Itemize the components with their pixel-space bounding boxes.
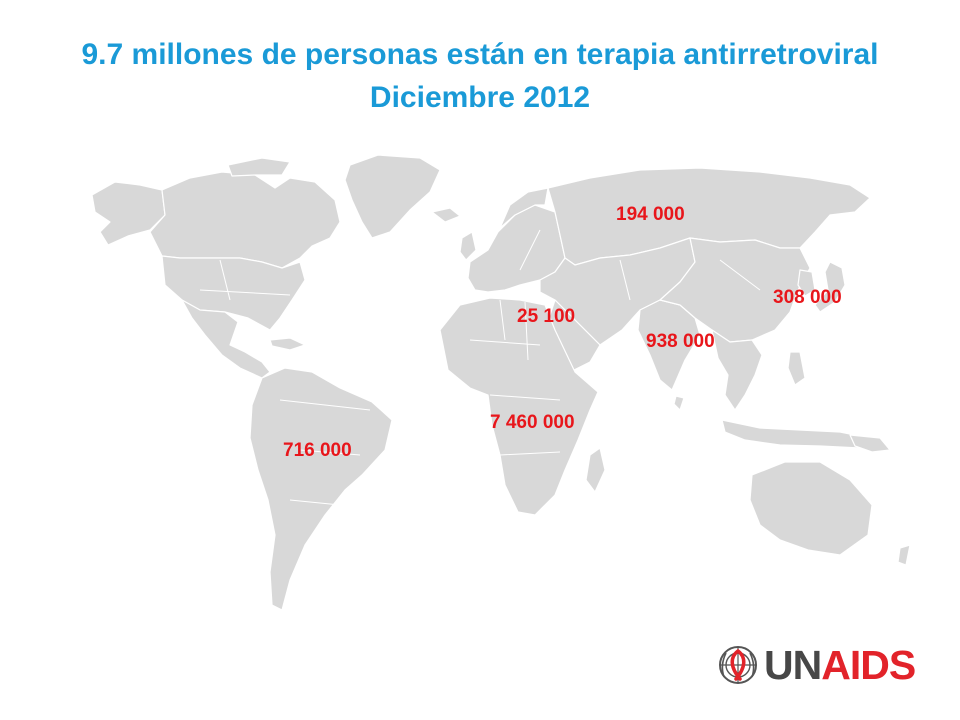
region-label-middle-east-north-africa: 25 100: [517, 306, 576, 327]
china-east-asia-shape: [659, 237, 811, 343]
indonesia-shape: [721, 419, 871, 449]
australia-shape: [749, 461, 873, 556]
page-title: 9.7 millones de personas están en terapi…: [81, 38, 879, 71]
alaska-shape: [91, 181, 166, 246]
mexico-central-america-shape: [181, 299, 271, 379]
page-subtitle: Diciembre 2012: [369, 81, 591, 114]
new-guinea-shape: [849, 434, 891, 453]
sri-lanka-shape: [673, 395, 685, 411]
new-zealand-shape: [897, 544, 911, 566]
arctic-islands-shape: [227, 157, 291, 177]
south-america-shape: [249, 367, 393, 611]
japan-shape: [814, 261, 846, 313]
korea-shape: [797, 269, 816, 297]
unaids-wordmark: UNAIDS: [764, 640, 916, 690]
logo-un-text: UN: [764, 642, 822, 688]
region-label-south-southeast-asia: 938 000: [646, 331, 715, 352]
philippines-shape: [787, 351, 806, 386]
country-borders: [199, 229, 761, 506]
region-label-sub-saharan-africa: 7 460 000: [490, 412, 575, 433]
un-emblem-red-ribbon-icon: [719, 646, 757, 684]
scandinavia-shape: [499, 187, 549, 229]
madagascar-shape: [585, 447, 606, 493]
region-label-east-asia: 308 000: [773, 287, 842, 308]
caribbean-shape: [269, 337, 306, 351]
africa-shape: [439, 297, 599, 516]
southeast-asia-shape: [711, 329, 763, 411]
region-label-eastern-europe-central-asia: 194 000: [616, 204, 685, 225]
iceland-shape: [431, 207, 461, 223]
region-label-latin-america: 716 000: [283, 440, 352, 461]
greenland-shape: [344, 154, 441, 239]
unaids-logo: UNAIDS: [716, 640, 916, 690]
logo-aids-text: AIDS: [821, 642, 916, 688]
canada-shape: [149, 171, 341, 269]
uk-shape: [459, 231, 477, 261]
